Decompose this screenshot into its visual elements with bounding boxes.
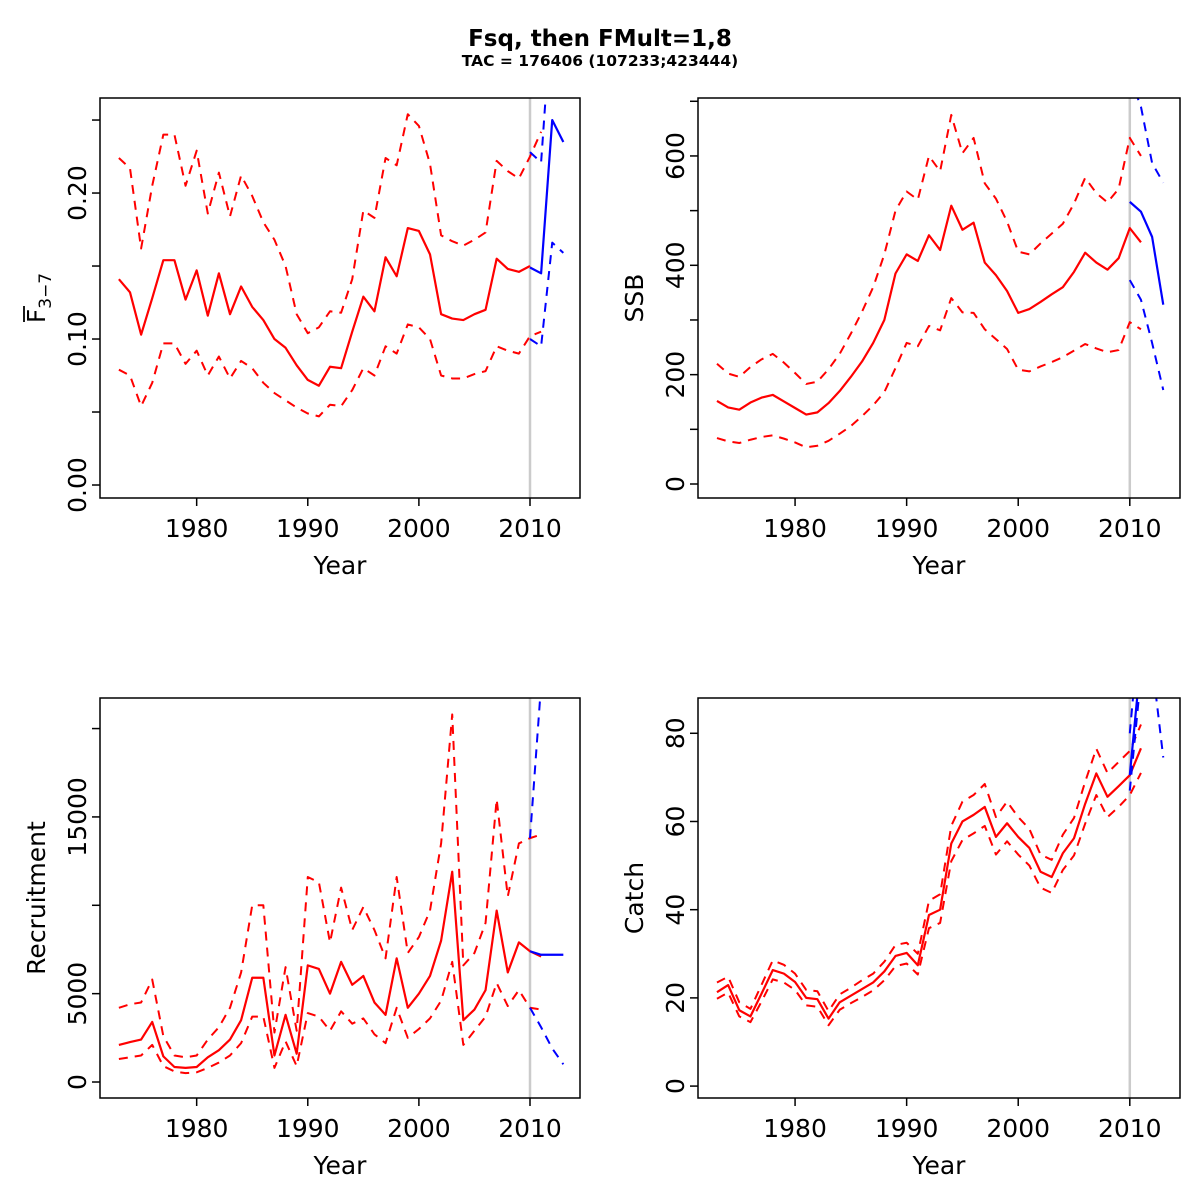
recruitment-y-tick-label: 15000 (63, 777, 92, 857)
ssb-forecast-median-line (1129, 201, 1165, 305)
panel-recruitment: 1980 1990 2000 2010 Year 0 5000 15000 Recruitmen… (22, 697, 581, 1180)
ssb-x-tick-label: 1990 (875, 514, 939, 543)
ssb-x-tick-label: 1980 (763, 514, 827, 543)
ssb-x-tick-label: 2010 (1098, 514, 1162, 543)
recruitment-plot-box (99, 697, 581, 1099)
fbar-plot-box (99, 97, 581, 499)
catch-y-axis-title: Catch (620, 862, 649, 934)
fbar-forecast-median-line (529, 118, 565, 275)
ssb-x-tick-label: 2000 (986, 514, 1050, 543)
panel-fbar: 1980 1990 2000 2010 Year 0.00 0.10 0.20 F3−7 (22, 97, 581, 580)
ssb-y-tick-label: 600 (661, 132, 690, 180)
recruitment-forecast-ci-upper-line (529, 698, 542, 839)
ssb-plot-area (716, 98, 1165, 498)
recruitment-y-tick-label: 0 (63, 1074, 92, 1090)
ssb-history-ci-lower-line (716, 297, 1142, 449)
recruitment-x-tick-label: 2010 (498, 1114, 562, 1143)
catch-y-tick-label: 60 (661, 806, 690, 838)
catch-plot-box (697, 697, 1181, 1099)
recruitment-y-tick-label: 5000 (63, 962, 92, 1026)
fbar-forecast-ci-upper-line (529, 98, 547, 164)
catch-x-tick-label: 2000 (986, 1114, 1050, 1143)
recruitment-forecast-median-line (529, 950, 564, 956)
catch-history-ci-lower-line (716, 772, 1142, 1027)
figure-subtitle: TAC = 176406 (107233;423444) (461, 52, 739, 70)
recruitment-x-tick-label: 1980 (165, 1114, 229, 1143)
catch-x-axis-title: Year (912, 1151, 967, 1180)
recruitment-history-ci-lower-line (118, 960, 542, 1075)
catch-history-ci-upper-line (716, 724, 1142, 1013)
fbar-y-tick-label: 0.00 (63, 457, 92, 513)
catch-y-tick-label: 80 (661, 717, 690, 749)
catch-y-tick-label: 40 (661, 894, 690, 926)
fbar-x-axis-title: Year (313, 551, 368, 580)
catch-forecast-median-line (1128, 698, 1139, 776)
fbar-y-axis-title: F3−7 (22, 273, 56, 323)
svg-text:F3−7: F3−7 (22, 273, 56, 323)
recruitment-plot-area (118, 698, 565, 1098)
ssb-history-median-line (716, 204, 1142, 416)
fbar-history-ci-lower-line (118, 323, 542, 418)
recruitment-y-axis-title: Recruitment (22, 821, 51, 975)
recruitment-history-median-line (118, 870, 542, 1069)
ssb-x-axis-title: Year (912, 551, 967, 580)
fbar-x-tick-label: 2010 (498, 514, 562, 543)
catch-forecast-ci-upper-line (1128, 698, 1165, 758)
panel-catch: 1980 1990 2000 2010 Year 0 20 40 60 80 Catch (620, 697, 1181, 1180)
fbar-x-tick-label: 1980 (165, 514, 229, 543)
recruitment-x-axis-title: Year (313, 1151, 368, 1180)
ssb-forecast-ci-upper-line (1136, 98, 1165, 184)
fbar-history-median-line (118, 226, 531, 387)
fbar-y-tick-label: 0.20 (63, 165, 92, 221)
fbar-history-ci-upper-line (118, 113, 543, 335)
catch-plot-area (716, 698, 1165, 1098)
ssb-y-axis-title: SSB (620, 274, 649, 323)
fbar-plot-area (118, 98, 565, 498)
ssb-y-tick-label: 400 (661, 241, 690, 289)
ssb-y-tick-label: 200 (661, 351, 690, 399)
recruitment-x-tick-label: 1990 (276, 1114, 340, 1143)
ssb-forecast-ci-lower-line (1128, 279, 1165, 391)
catch-history-median-line (716, 747, 1142, 1020)
panel-ssb: 1980 1990 2000 2010 Year 0 200 400 600 SSB (620, 97, 1181, 580)
ssb-plot-box (697, 97, 1181, 499)
fbar-y-tick-label: 0.10 (63, 311, 92, 367)
catch-x-tick-label: 1990 (875, 1114, 939, 1143)
fbar-x-tick-label: 2000 (387, 514, 451, 543)
fbar-forecast-ci-lower-line (529, 241, 565, 348)
figure-title: Fsq, then FMult=1,8 (468, 26, 732, 52)
recruitment-forecast-ci-lower-line (529, 1007, 565, 1065)
catch-x-tick-label: 2010 (1098, 1114, 1162, 1143)
fbar-x-tick-label: 1990 (276, 514, 340, 543)
ssb-history-ci-upper-line (716, 113, 1142, 385)
ssb-y-tick-label: 0 (661, 476, 690, 492)
catch-y-tick-label: 20 (661, 982, 690, 1014)
recruitment-x-tick-label: 2000 (387, 1114, 451, 1143)
catch-y-tick-label: 0 (661, 1078, 690, 1094)
catch-x-tick-label: 1980 (763, 1114, 827, 1143)
